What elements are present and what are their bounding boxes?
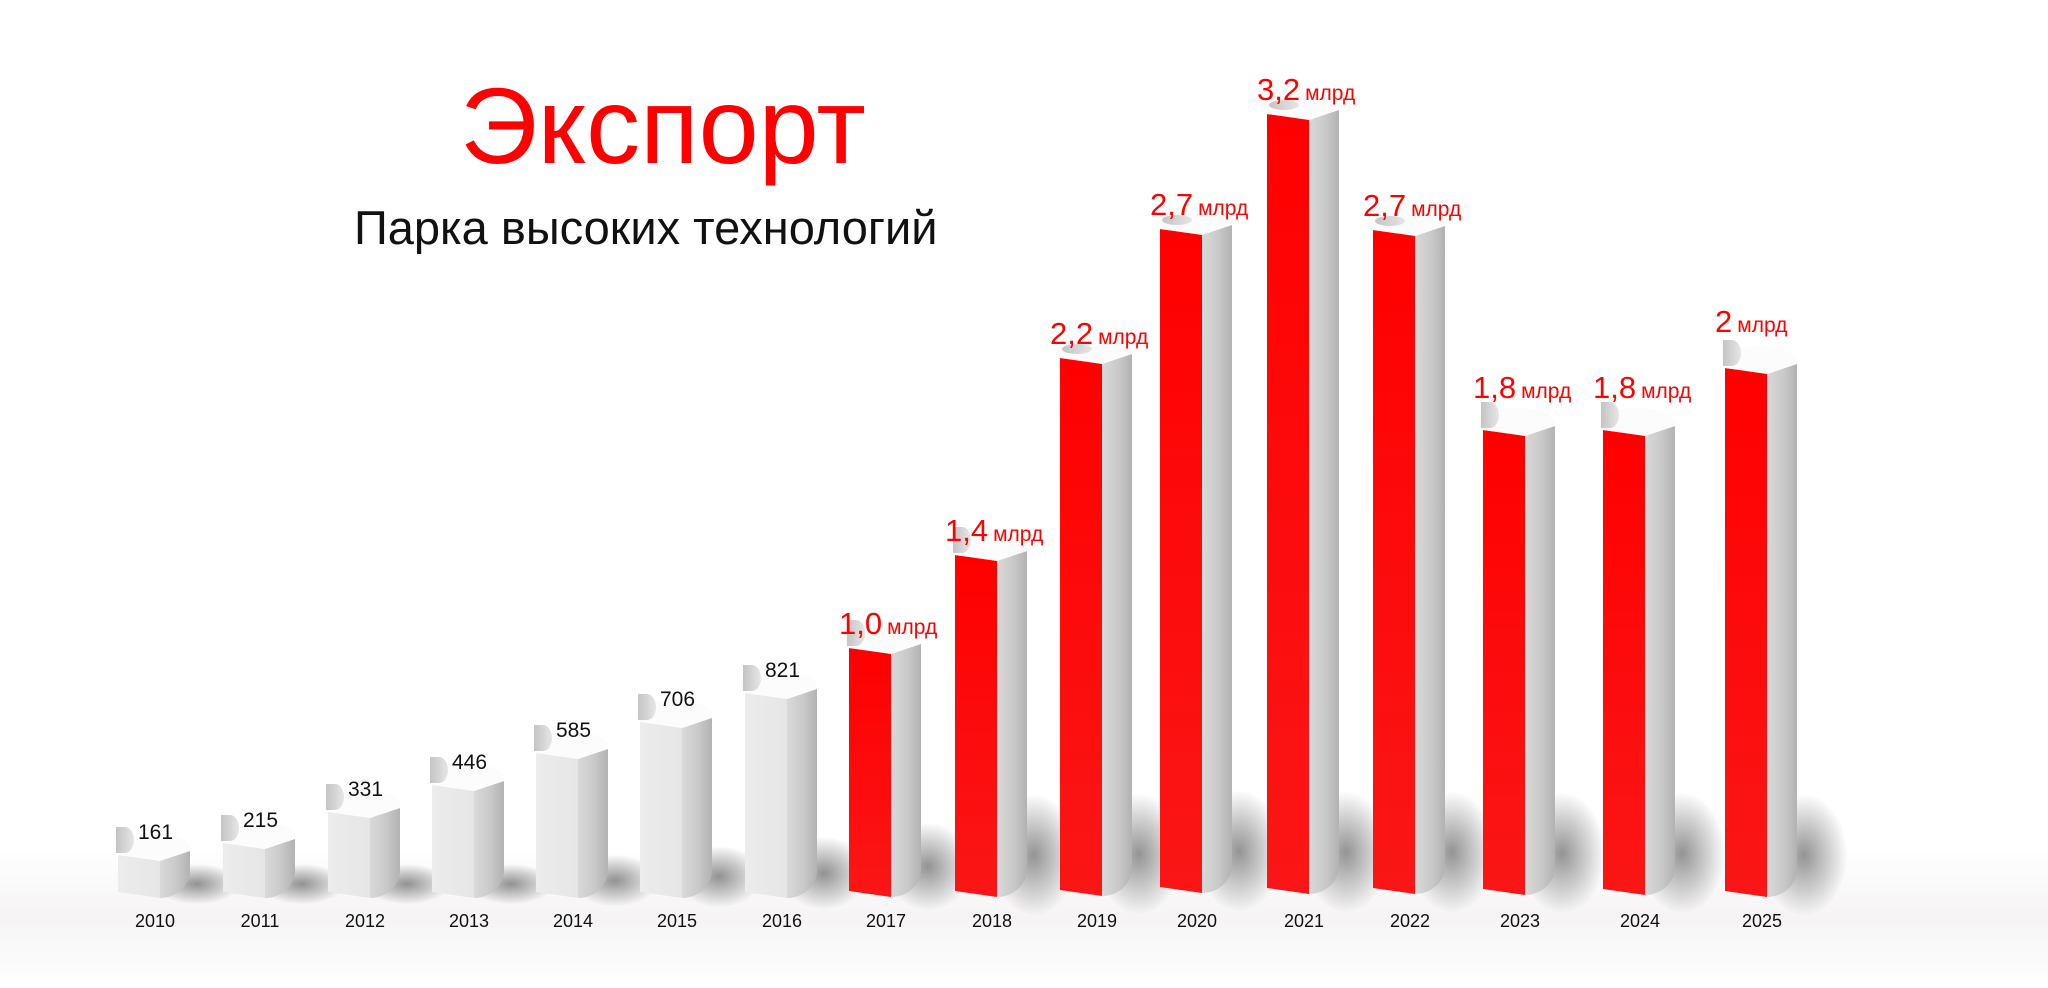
bar-value-number: 1,4 — [945, 513, 989, 548]
x-axis-tick-label: 2010 — [134, 911, 176, 931]
bar-front-face — [1603, 430, 1645, 895]
bar-value-unit: млрд — [1521, 380, 1572, 403]
x-axis-tick-label: 2014 — [552, 911, 594, 931]
bar-front-face — [1725, 368, 1767, 897]
bar-value-label: 2,7 млрд — [1363, 190, 1461, 221]
bar-front-face — [745, 693, 787, 898]
bar-value-unit: млрд — [1737, 314, 1788, 337]
bar-value-label: 1,4 млрд — [945, 515, 1043, 546]
bar-value-label: 706 — [660, 688, 696, 711]
bar-value-label: 331 — [348, 778, 384, 801]
bar-front-face — [1060, 358, 1102, 896]
bar-side-face — [1645, 426, 1675, 895]
bar-cap-notch-icon — [953, 527, 971, 553]
chart-subtitle: Парка высоких технологий — [354, 201, 938, 254]
bar-side-face — [1202, 225, 1232, 893]
bar-cap-notch-icon — [1481, 402, 1499, 428]
bar-value-label: 2 млрд — [1715, 306, 1787, 337]
bar-side-face — [1415, 226, 1445, 894]
bar-value-unit: млрд — [1641, 380, 1692, 403]
x-axis-tick-label: 2021 — [1283, 911, 1325, 931]
bar-value-label: 1,0 млрд — [839, 608, 937, 639]
bar-front-face — [849, 648, 891, 897]
bar-cap-notch-icon — [326, 784, 344, 810]
bar-value-number: 1,8 — [1473, 370, 1517, 405]
bar-front-face — [118, 855, 160, 898]
bar-value-label: 821 — [765, 659, 801, 682]
bar-side-face — [997, 551, 1027, 897]
bar-cap-notch-icon — [1269, 100, 1299, 110]
x-axis-tick-label: 2012 — [344, 911, 386, 931]
bar-cap-notch-icon — [1723, 340, 1741, 366]
bar-front-face — [1483, 430, 1525, 895]
bar-value-number: 2,7 — [1363, 188, 1407, 223]
bar-cap-notch-icon — [1375, 216, 1405, 226]
bar-value-unit: млрд — [1305, 82, 1356, 105]
bar-cap-notch-icon — [116, 827, 134, 853]
bar-front-face — [536, 753, 578, 898]
bar-side-face — [1525, 426, 1555, 895]
x-axis-tick-label: 2023 — [1499, 911, 1541, 931]
bar-value-label: 585 — [556, 719, 592, 742]
bar-cap-notch-icon — [638, 694, 656, 720]
bar-value-number: 2,7 — [1150, 187, 1194, 222]
x-axis-tick-label: 2015 — [656, 911, 698, 931]
bar-side-face — [474, 781, 504, 898]
bar-cap-notch-icon — [534, 725, 552, 751]
bar-cap-notch-icon — [743, 665, 761, 691]
bar-front-face — [1267, 114, 1309, 894]
bar-front-face — [955, 555, 997, 897]
bar-side-face — [682, 718, 712, 898]
bar-value-unit: млрд — [1198, 197, 1249, 220]
bar-value-unit: млрд — [1411, 198, 1462, 221]
bar-value-unit: млрд — [993, 523, 1044, 546]
bar-front-face — [223, 843, 265, 898]
x-axis-tick-label: 2013 — [448, 911, 490, 931]
x-axis-tick-label: 2016 — [761, 911, 803, 931]
x-axis-tick-label: 2024 — [1619, 911, 1661, 931]
bar-value-label: 161 — [138, 821, 174, 844]
bar-front-face — [328, 812, 370, 898]
bar-side-face — [1767, 364, 1797, 897]
bar-cap-notch-icon — [1162, 215, 1192, 225]
bar-value-label: 446 — [452, 751, 488, 774]
bar-side-face — [578, 749, 608, 898]
bar-value-number: 2,2 — [1050, 316, 1094, 351]
bar-value-label: 2,7 млрд — [1150, 189, 1248, 220]
x-axis-tick-label: 2019 — [1076, 911, 1118, 931]
bar-cap-notch-icon — [221, 815, 239, 841]
x-axis-tick-label: 2022 — [1389, 911, 1431, 931]
bar-front-face — [1160, 229, 1202, 893]
bar-cap-notch-icon — [1062, 344, 1092, 354]
chart-title: Экспорт — [460, 65, 866, 186]
bar-cap-notch-icon — [1601, 402, 1619, 428]
bar-side-face — [891, 644, 921, 897]
bar-side-face — [1309, 110, 1339, 894]
x-axis-tick-label: 2011 — [240, 911, 280, 931]
bar-side-face — [370, 808, 400, 898]
bar-cap-notch-icon — [430, 757, 448, 783]
bar-value-number: 3,2 — [1257, 72, 1301, 107]
bar-value-label: 1,8 млрд — [1473, 372, 1571, 403]
bar-value-unit: млрд — [1098, 326, 1149, 349]
bar-value-unit: млрд — [887, 616, 938, 639]
bar-front-face — [432, 785, 474, 898]
bar-side-face — [1102, 354, 1132, 896]
x-axis-tick-label: 2018 — [971, 911, 1013, 931]
bar-value-label: 215 — [243, 809, 279, 832]
bar-value-number: 2 — [1715, 304, 1733, 339]
bar-side-face — [787, 689, 817, 898]
x-axis-tick-label: 2017 — [865, 911, 907, 931]
x-axis-tick-label: 2020 — [1176, 911, 1218, 931]
bar-value-number: 1,8 — [1593, 370, 1637, 405]
bar-value-label: 1,8 млрд — [1593, 372, 1691, 403]
x-axis-tick-label: 2025 — [1741, 911, 1783, 931]
bar-cap-notch-icon — [847, 620, 865, 646]
bar-front-face — [640, 722, 682, 898]
bar-value-label: 2,2 млрд — [1050, 318, 1148, 349]
bar-value-label: 3,2 млрд — [1257, 74, 1355, 105]
bar-value-number: 1,0 — [839, 606, 883, 641]
bar-front-face — [1373, 230, 1415, 894]
